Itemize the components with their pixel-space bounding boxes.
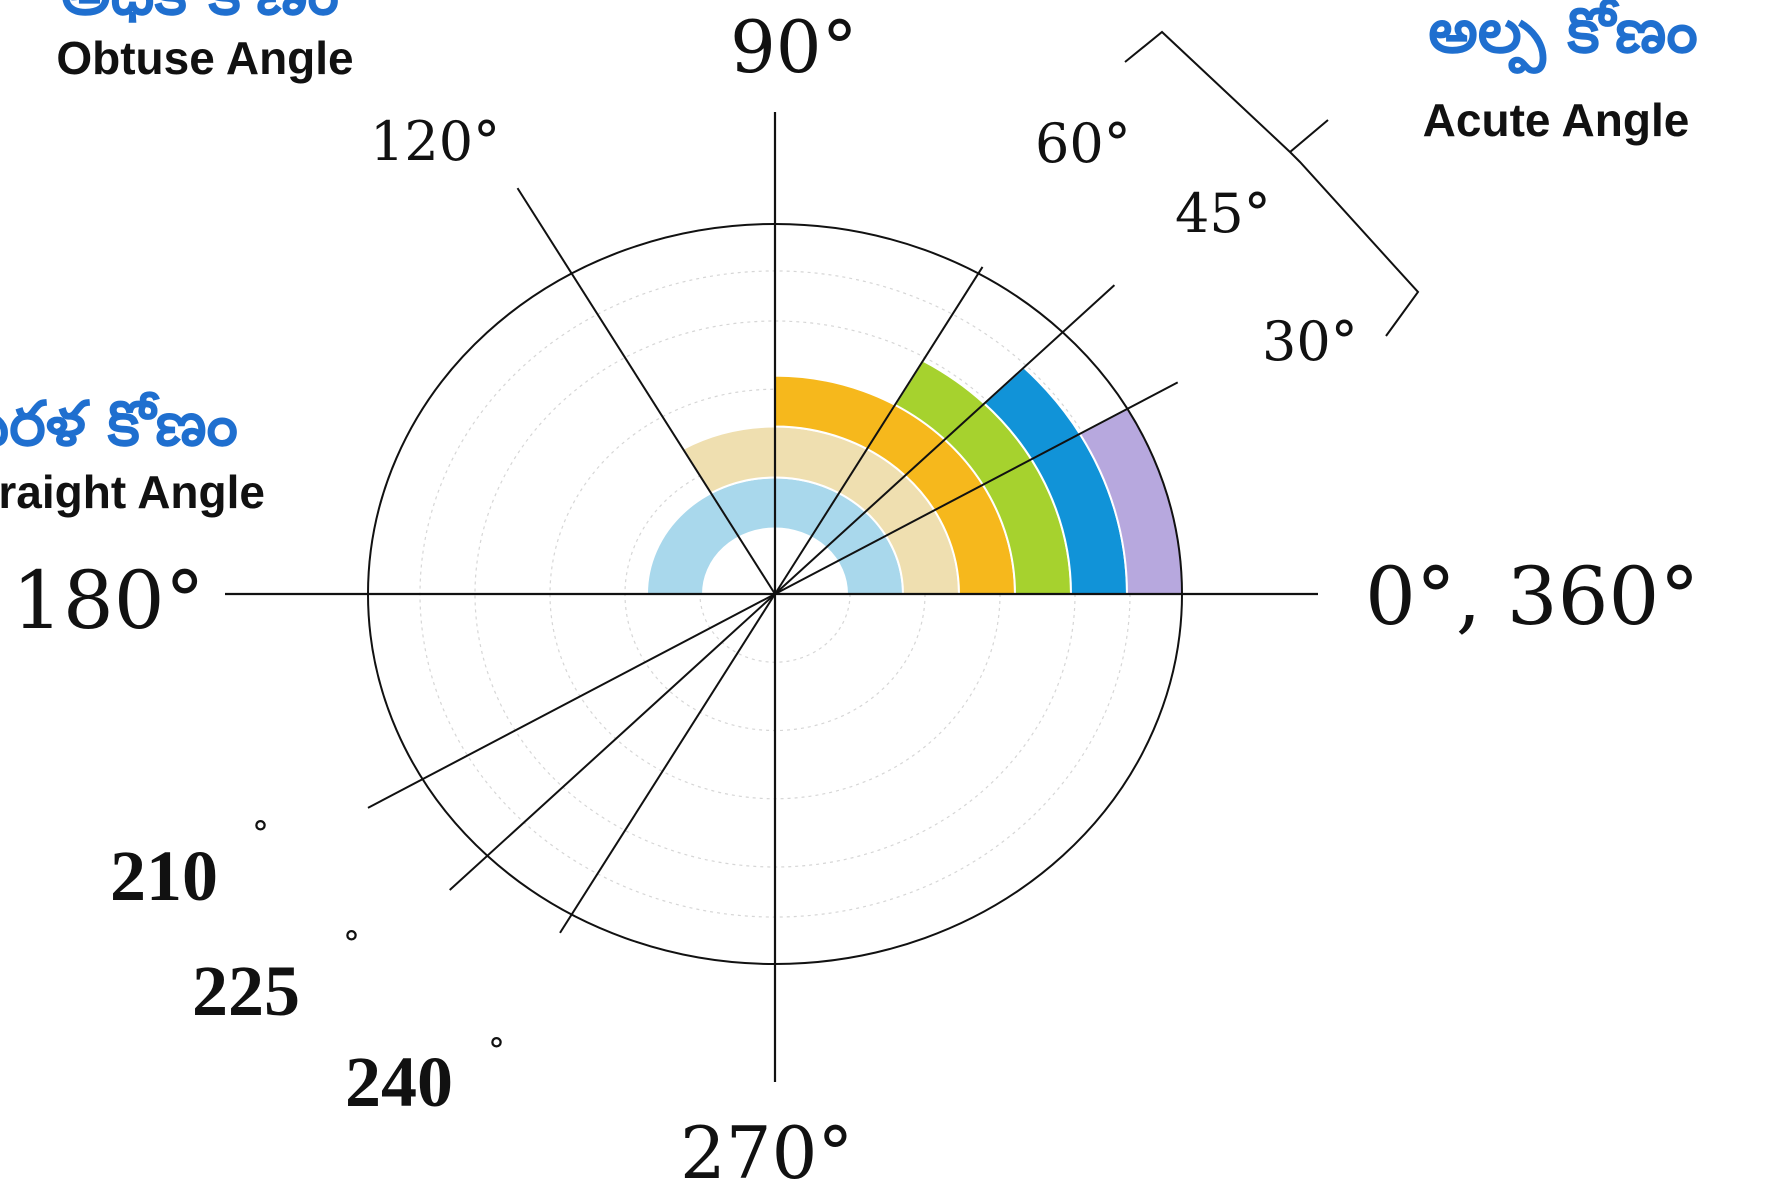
angle-label-210: 210 [110,836,218,916]
acute-label-telugu: అల్ప కోణం [1428,0,1698,74]
straight-label-english: Straight Angle [0,466,265,518]
axis-label-left: 180° [12,554,205,647]
degree-mark-240: ° [488,1031,505,1071]
acute-label-english: Acute Angle [1423,94,1690,146]
angle-label-225: 225 [192,951,300,1031]
angle-lines [367,187,1179,934]
axis-label-right: 0°, 360° [1365,550,1699,643]
axis-label-bottom: 270° [680,1111,853,1184]
angle-line-30 [774,381,1179,595]
angle-label-60: 60° [1035,112,1131,175]
axis-label-top: 90° [730,5,858,89]
acute-range-brace [1124,30,1420,337]
angle-label-240: 240 [345,1042,453,1122]
angle-line-225 [449,593,776,891]
angle-label-120: 120° [370,110,500,173]
obtuse-label-english: Obtuse Angle [56,32,353,84]
angle-label-30: 30° [1262,310,1358,373]
straight-label-telugu: సరళ కోణం [0,387,238,460]
angle-label-45: 45° [1175,182,1271,245]
obtuse-label-telugu: అధిక కోణం [61,0,339,29]
degree-mark-225: ° [343,924,360,964]
angle-line-210 [367,593,776,809]
degree-mark-210: ° [252,814,269,854]
angle-bands [645,359,1185,595]
angle-line-120 [516,187,776,595]
angle-line-60 [774,266,984,595]
angle-line-240 [559,593,776,934]
angle-line-45 [774,284,1116,595]
